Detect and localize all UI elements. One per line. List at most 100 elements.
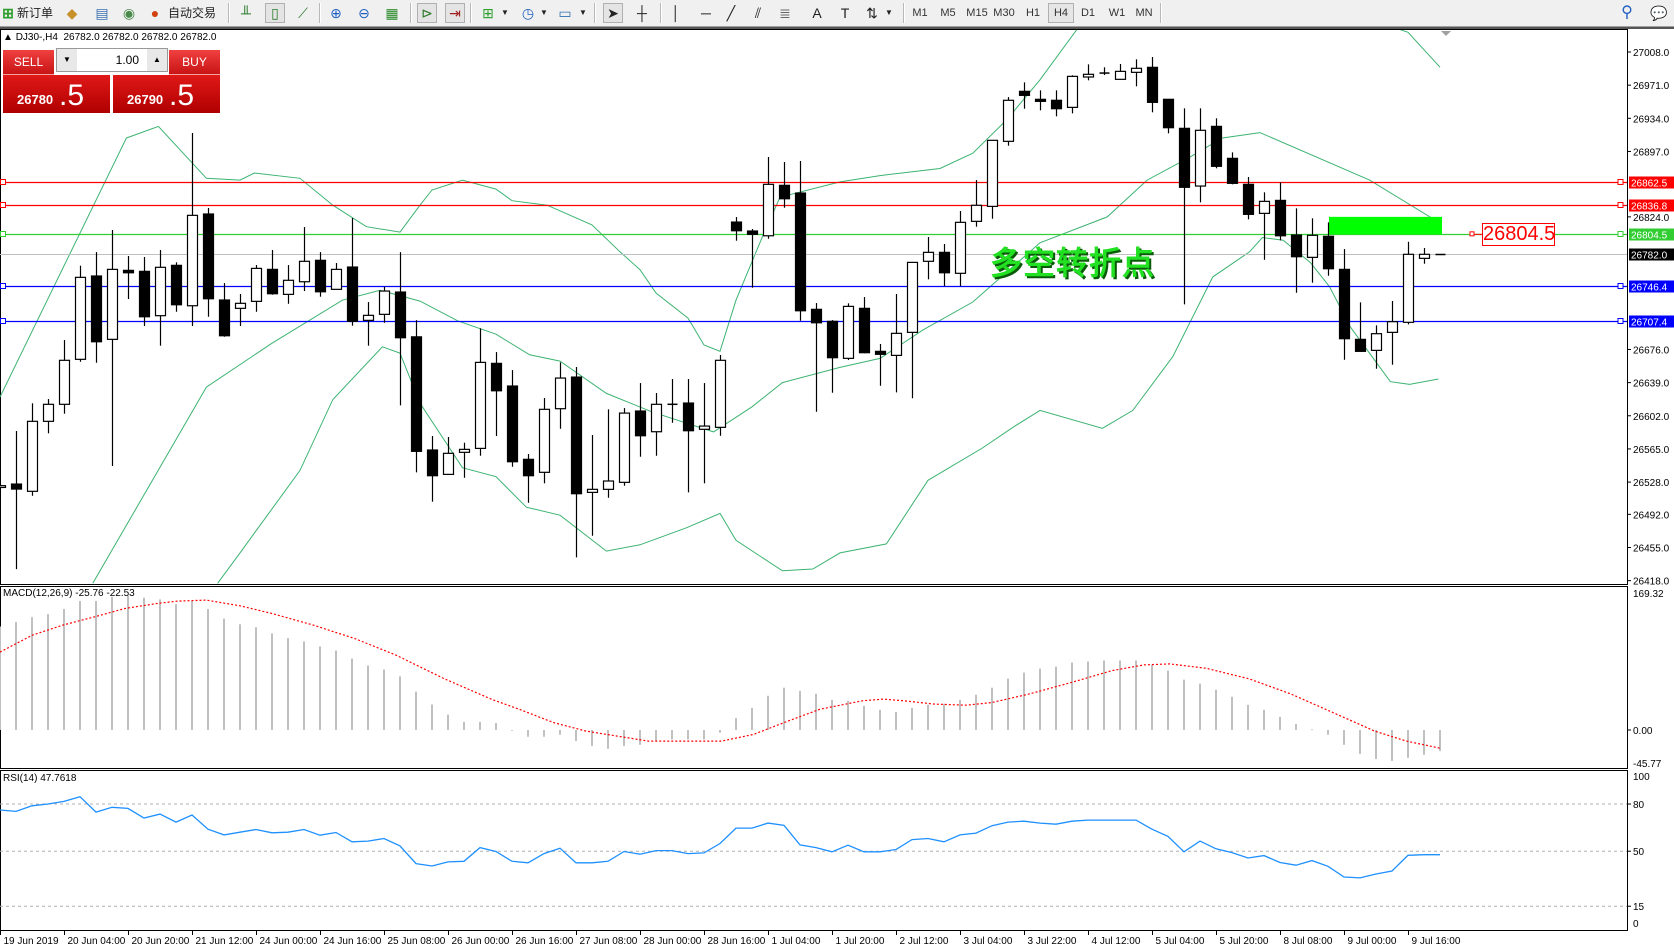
time-tick-label: 28 Jun 00:00	[644, 936, 702, 947]
turning-point-annotation[interactable]: 多空转折点	[990, 244, 1156, 282]
price-tag-label[interactable]: 26804.5	[1482, 223, 1556, 246]
candle-body	[634, 410, 647, 437]
lot-size-stepper[interactable]: ▼ 1.00 ▲	[56, 48, 168, 72]
arrows-icon[interactable]: ⇅	[866, 5, 878, 21]
candle-body	[1290, 234, 1303, 258]
candle	[202, 207, 215, 317]
indicators-icon[interactable]: ⊞	[482, 5, 494, 21]
timeframe-m1[interactable]: M1	[912, 7, 928, 19]
timeframe-d1[interactable]: D1	[1080, 7, 1096, 19]
new-order-icon[interactable]: ⊞	[2, 5, 14, 21]
candle	[826, 320, 839, 393]
candle	[26, 403, 39, 496]
price-tag-anchor	[1469, 231, 1475, 237]
price-tick-label: 26418.0	[1633, 577, 1670, 588]
periods-icon[interactable]: ◷	[521, 5, 535, 21]
price-line-label-bg	[1629, 315, 1674, 328]
candlestick-icon[interactable]: ▯	[265, 3, 285, 23]
candle-body	[122, 269, 135, 274]
lot-size-input[interactable]: 1.00	[115, 53, 139, 67]
timeframe-w1[interactable]: W1	[1108, 7, 1126, 19]
templates-icon[interactable]: ▭	[558, 5, 572, 21]
sell-price-button[interactable]: 26780 .5	[3, 75, 110, 113]
candle	[906, 261, 919, 399]
rsi-panel-frame	[0, 770, 1628, 931]
text-label-icon[interactable]: T	[840, 5, 850, 21]
candle-body	[26, 420, 39, 492]
timeframe-h1[interactable]: H1	[1025, 7, 1041, 19]
tile-windows-icon[interactable]: ▦	[385, 5, 399, 21]
macd-histogram-bar	[783, 687, 785, 730]
bar-chart-icon[interactable]: ╨	[241, 5, 251, 21]
macd-histogram-bar	[687, 730, 689, 740]
auto-scroll-icon[interactable]: ⇥	[445, 3, 465, 23]
rsi-label: RSI(14) 47.7618	[3, 773, 77, 784]
macd-histogram-bar	[431, 704, 433, 730]
candle	[667, 379, 678, 423]
macd-histogram-bar	[847, 700, 849, 730]
lot-decrease-icon[interactable]: ▼	[57, 49, 77, 71]
bid-label: 26782.0	[1631, 251, 1668, 262]
collapse-arrow-icon[interactable]: ▲	[3, 32, 16, 43]
arrows-dropdown-icon[interactable]: ▼	[885, 8, 893, 17]
candle	[730, 217, 743, 241]
buy-button[interactable]: BUY	[169, 50, 220, 75]
buy-price-button[interactable]: 26790 .5	[113, 75, 220, 113]
periods-dropdown-icon[interactable]: ▼	[540, 8, 548, 17]
rsi-axis-label: 100	[1633, 772, 1650, 783]
timeframe-m5[interactable]: M5	[940, 7, 956, 19]
chat-icon[interactable]: 💬	[1650, 5, 1668, 21]
channel-icon[interactable]: ⫽	[754, 5, 762, 21]
templates-dropdown-icon[interactable]: ▼	[579, 8, 587, 17]
candle	[106, 230, 119, 467]
macd-axis-label: -45.77	[1633, 759, 1662, 770]
chart-shift-icon[interactable]: ⊳	[417, 3, 437, 23]
candle-body	[1194, 129, 1207, 187]
signals-icon[interactable]: ◉	[122, 5, 136, 21]
zoom-in-icon[interactable]: ⊕	[330, 5, 342, 21]
trendline-icon[interactable]: ╱	[726, 5, 736, 21]
fibonacci-icon[interactable]: ≣	[779, 5, 791, 21]
zoom-out-icon[interactable]: ⊖	[358, 5, 370, 21]
auto-trading-icon[interactable]: ●	[150, 5, 160, 21]
macd-histogram-bar	[1007, 678, 1009, 730]
sell-button[interactable]: SELL	[3, 50, 54, 75]
candle	[186, 132, 199, 326]
candle	[650, 393, 663, 456]
timeframe-mn[interactable]: MN	[1135, 7, 1153, 19]
macd-histogram-bar	[415, 691, 417, 730]
macd-histogram-bar	[1231, 696, 1233, 730]
timeframe-m30[interactable]: M30	[993, 7, 1015, 19]
time-tick-label: 26 Jun 16:00	[516, 936, 574, 947]
candle	[1082, 64, 1095, 81]
market-watch-icon[interactable]: ◆	[66, 5, 78, 21]
horizontal-line-icon[interactable]: ─	[701, 5, 711, 21]
candle	[762, 157, 775, 239]
timeframe-m15[interactable]: M15	[966, 7, 988, 19]
price-line-label-bg	[1629, 176, 1674, 189]
candle-body	[106, 268, 119, 340]
line-chart-icon[interactable]: ⟋	[298, 5, 308, 21]
candle	[890, 294, 903, 393]
search-icon[interactable]: ⚲	[1621, 4, 1633, 21]
cursor-icon[interactable]: ➤	[603, 3, 623, 23]
macd-histogram-bar	[1199, 683, 1201, 730]
macd-histogram-bar	[799, 690, 801, 730]
text-icon[interactable]: A	[812, 5, 822, 21]
candle	[170, 262, 183, 312]
timeframe-h4[interactable]: H4	[1048, 3, 1074, 23]
indicators-dropdown-icon[interactable]: ▼	[501, 8, 509, 17]
lot-increase-icon[interactable]: ▲	[147, 49, 167, 71]
macd-histogram-bar	[127, 595, 129, 730]
auto-trading-button[interactable]: 自动交易	[168, 6, 217, 20]
macd-histogram-bar	[1215, 689, 1217, 730]
new-order-button[interactable]: 新订单	[17, 6, 54, 20]
vertical-line-icon[interactable]: │	[671, 5, 681, 21]
toolbar-separator	[410, 3, 412, 23]
crosshair-icon[interactable]: ┼	[637, 5, 647, 21]
candle	[1194, 108, 1207, 203]
data-window-icon[interactable]: ▤	[95, 5, 109, 21]
candle	[1306, 218, 1319, 283]
candle-body	[74, 276, 87, 360]
